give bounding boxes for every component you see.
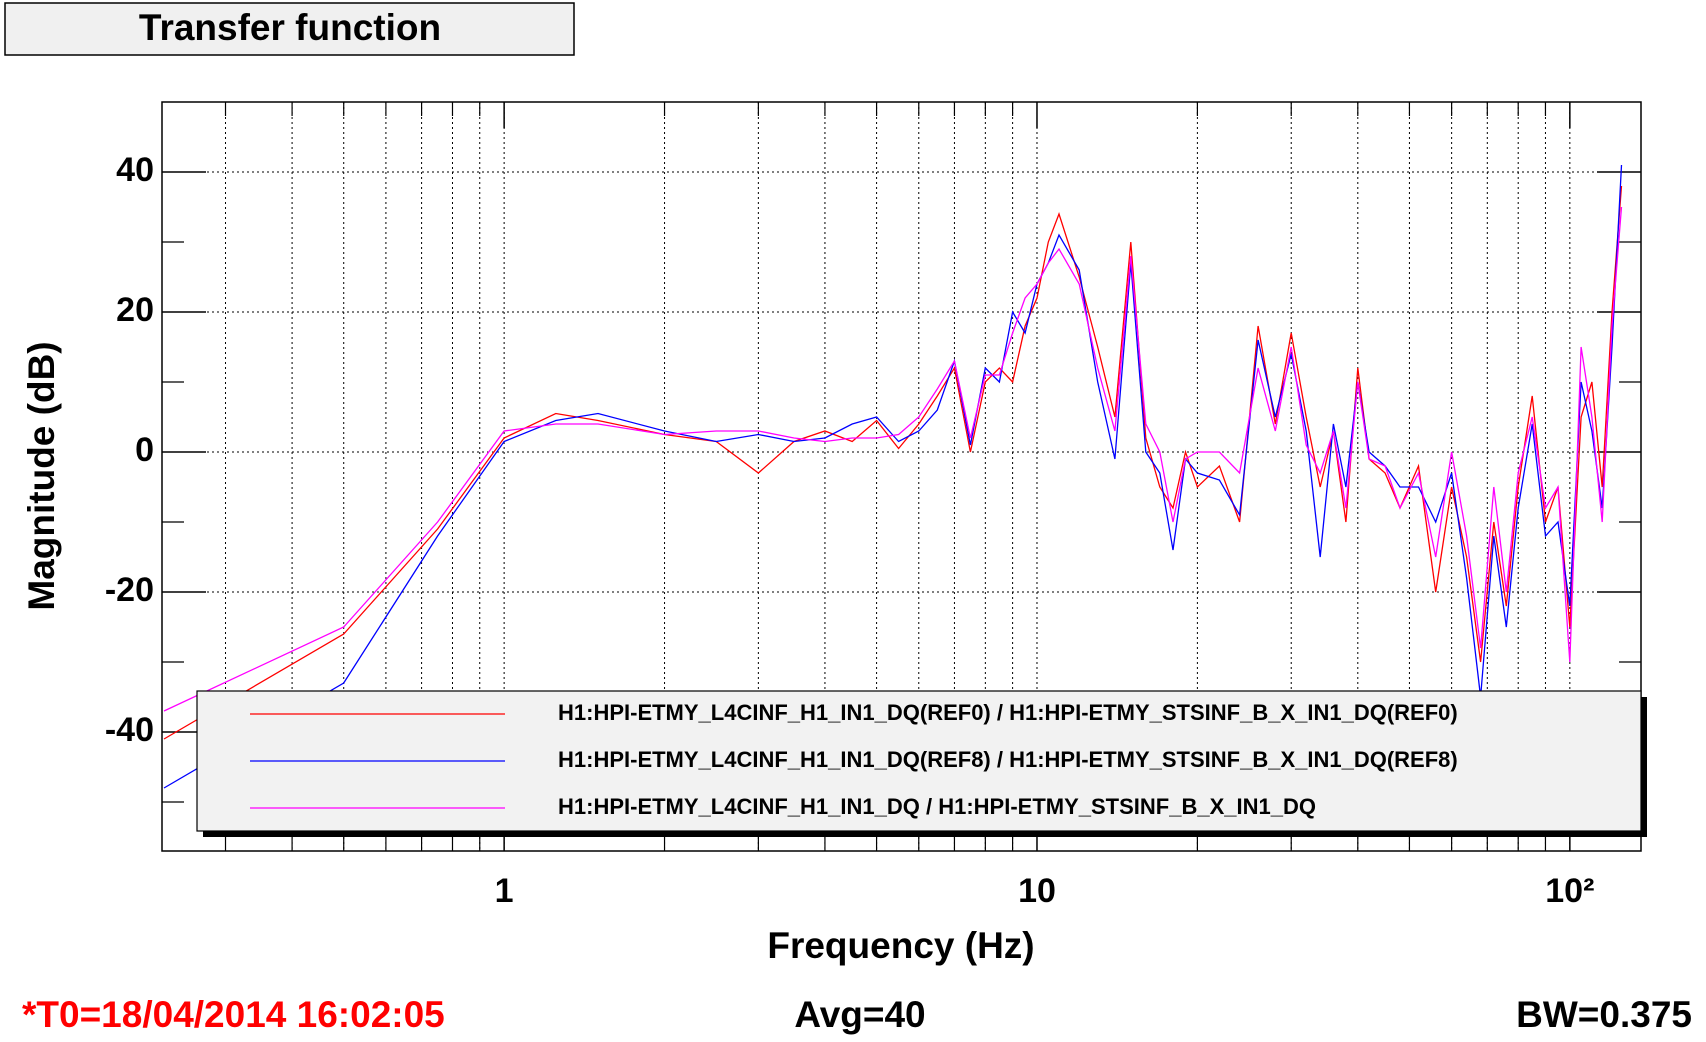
x-tick-label: 10² — [1545, 872, 1594, 910]
x-axis-label: Frequency (Hz) — [767, 925, 1034, 966]
footer-time: *T0=18/04/2014 16:02:05 — [22, 994, 445, 1035]
series-line — [163, 164, 1623, 789]
legend-label: H1:HPI-ETMY_L4CINF_H1_IN1_DQ(REF0) / H1:… — [558, 700, 1458, 725]
y-tick-label: 20 — [116, 291, 154, 329]
x-tick-label: 1 — [495, 872, 514, 910]
y-tick-label: -20 — [105, 571, 154, 609]
series-line — [163, 206, 1623, 712]
footer-avg: Avg=40 — [794, 994, 925, 1035]
title-box — [4, 2, 575, 56]
x-tick-label: 10 — [1018, 872, 1056, 910]
y-tick-label: -40 — [105, 711, 154, 749]
y-tick-label: 0 — [135, 431, 154, 469]
legend-label: H1:HPI-ETMY_L4CINF_H1_IN1_DQ(REF8) / H1:… — [558, 747, 1458, 772]
footer-bw: BW=0.375 — [1516, 994, 1692, 1035]
legend-label: H1:HPI-ETMY_L4CINF_H1_IN1_DQ / H1:HPI-ET… — [558, 794, 1316, 819]
y-tick-label: 40 — [116, 151, 154, 189]
chart-title: Transfer function — [139, 7, 441, 48]
series-group — [163, 164, 1623, 789]
y-axis-label: Magnitude (dB) — [21, 341, 62, 610]
series-line — [163, 185, 1623, 740]
